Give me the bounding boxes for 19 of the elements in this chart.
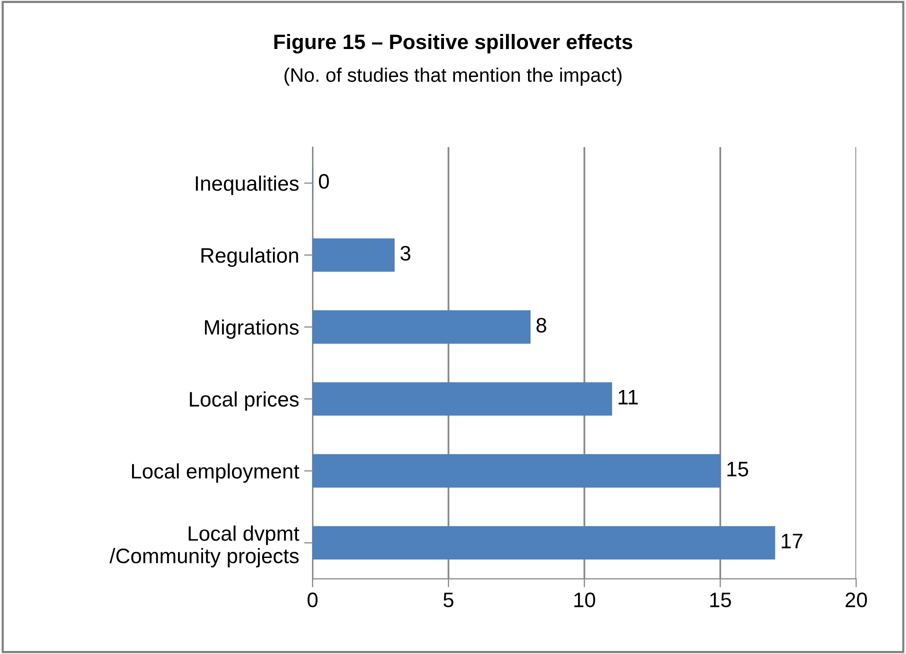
data-label: 15 (727, 462, 748, 476)
y-tick-label: Inequalities (196, 176, 299, 195)
x-tick-label: 0 (308, 592, 318, 608)
data-label: 11 (618, 390, 638, 404)
data-label: 17 (782, 534, 802, 548)
data-label: 0 (318, 174, 329, 189)
x-tick-label: 20 (846, 592, 867, 608)
data-label: 3 (400, 246, 410, 261)
data-label: 8 (536, 318, 546, 333)
y-tick-label: Local prices (190, 391, 299, 411)
y-tick-label: Migrations (204, 319, 299, 339)
chart-title: Figure 15 – Positive spillover effects (274, 34, 632, 54)
x-tick-label: 5 (444, 592, 454, 608)
y-tick-label: Local dvpmt /Community projects (110, 526, 300, 568)
x-tick-label: 10 (574, 592, 596, 608)
chart-subtitle: (No. of studies that mention the impact) (284, 68, 622, 86)
x-tick-label: 15 (710, 592, 731, 608)
y-tick-label: Regulation (201, 248, 298, 267)
y-tick-label: Local employment (132, 463, 300, 483)
